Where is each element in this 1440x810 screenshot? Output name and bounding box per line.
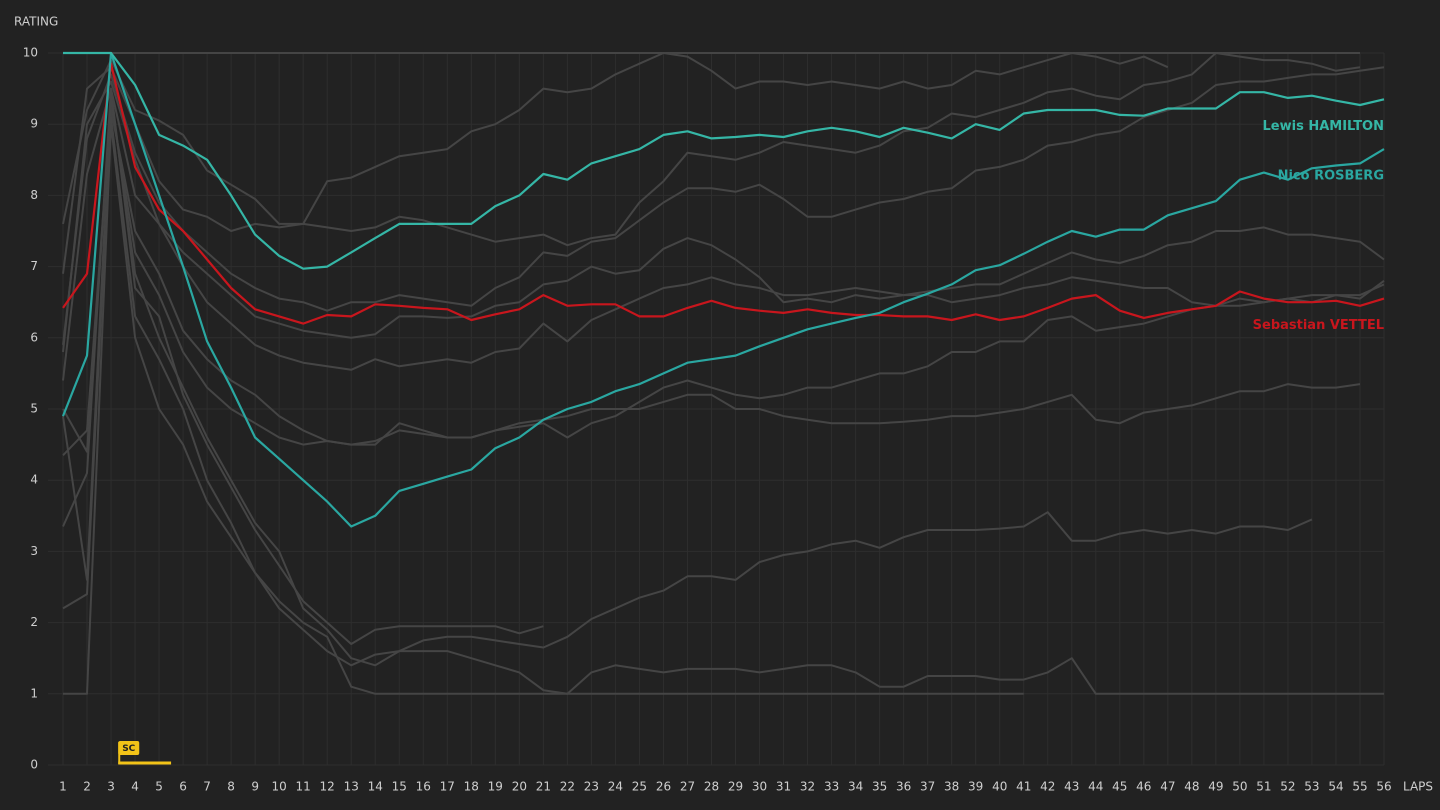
x-tick-label: 47 [1160, 780, 1175, 794]
x-tick-label: 46 [1136, 780, 1151, 794]
y-tick-label: 1 [30, 686, 38, 700]
x-tick-label: 5 [155, 780, 163, 794]
rating-line [62, 80, 1385, 371]
x-tick-label: 31 [776, 780, 791, 794]
x-tick-label: 10 [272, 780, 287, 794]
x-tick-label: 54 [1328, 780, 1343, 794]
x-tick-label: 25 [632, 780, 647, 794]
y-axis-label: RATING [14, 15, 58, 29]
x-tick-label: 13 [344, 780, 359, 794]
x-tick-label: 28 [704, 780, 719, 794]
x-tick-label: 35 [872, 780, 887, 794]
y-tick-label: 4 [30, 473, 38, 487]
x-tick-label: 33 [824, 780, 839, 794]
x-tick-label: 37 [920, 780, 935, 794]
x-tick-label: 11 [296, 780, 311, 794]
x-tick-label: 24 [608, 780, 623, 794]
y-tick-label: 5 [30, 402, 38, 416]
x-tick-label: 49 [1208, 780, 1223, 794]
rating-line [62, 52, 1361, 274]
x-tick-label: 21 [536, 780, 551, 794]
y-tick-label: 10 [23, 46, 38, 60]
x-tick-label: 8 [227, 780, 235, 794]
x-tick-label: 2 [83, 780, 91, 794]
x-tick-label: 29 [728, 780, 743, 794]
x-tick-label: 3 [107, 780, 115, 794]
x-tick-label: 53 [1304, 780, 1319, 794]
x-tick-label: 20 [512, 780, 527, 794]
x-tick-label: 26 [656, 780, 671, 794]
x-tick-label: 32 [800, 780, 815, 794]
driver-line [62, 62, 1385, 325]
rating-line [62, 66, 1385, 346]
x-tick-label: 36 [896, 780, 911, 794]
rating-line [62, 94, 1313, 667]
x-tick-label: 45 [1112, 780, 1127, 794]
driver-line [63, 51, 1385, 270]
x-tick-label: 19 [488, 780, 503, 794]
y-tick-label: 6 [30, 330, 38, 344]
y-tick-label: 3 [30, 544, 38, 558]
x-tick-label: 51 [1256, 780, 1271, 794]
x-tick-label: 50 [1232, 780, 1247, 794]
series-label: Sebastian VETTEL [1253, 318, 1384, 333]
x-tick-label: 44 [1088, 780, 1103, 794]
x-tick-label: 22 [560, 780, 575, 794]
x-tick-label: 1 [59, 780, 67, 794]
x-tick-label: 52 [1280, 780, 1295, 794]
x-tick-label: 15 [392, 780, 407, 794]
rating-line [62, 101, 1361, 453]
y-tick-label: 8 [30, 188, 38, 202]
x-tick-label: 34 [848, 780, 863, 794]
y-tick-label: 7 [30, 259, 38, 273]
driver-line [61, 51, 1385, 528]
rating-line [62, 87, 1385, 381]
x-tick-label: 6 [179, 780, 187, 794]
x-tick-label: 56 [1376, 780, 1391, 794]
x-tick-label: 7 [203, 780, 211, 794]
rating-line [62, 109, 1385, 456]
x-tick-label: 38 [944, 780, 959, 794]
series-label: Lewis HAMILTON [1263, 119, 1384, 134]
x-tick-label: 18 [464, 780, 479, 794]
x-tick-label: 40 [992, 780, 1007, 794]
x-tick-label: 41 [1016, 780, 1031, 794]
rating-line [62, 52, 1169, 225]
x-tick-label: 43 [1064, 780, 1079, 794]
y-tick-label: 0 [30, 758, 38, 772]
series-label: Nico ROSBERG [1278, 169, 1384, 184]
x-tick-label: 30 [752, 780, 767, 794]
y-tick-label: 9 [30, 117, 38, 131]
x-tick-label: 42 [1040, 780, 1055, 794]
x-tick-label: 9 [251, 780, 259, 794]
x-tick-label: 4 [131, 780, 139, 794]
x-axis-label: LAPS [1403, 780, 1433, 794]
safety-car-flag [118, 741, 140, 755]
x-tick-label: 14 [368, 780, 383, 794]
x-tick-label: 39 [968, 780, 983, 794]
x-tick-label: 12 [320, 780, 335, 794]
x-tick-label: 23 [584, 780, 599, 794]
y-tick-label: 2 [30, 615, 38, 629]
x-tick-label: 48 [1184, 780, 1199, 794]
x-tick-label: 17 [440, 780, 455, 794]
rating-line [63, 123, 1024, 695]
x-tick-label: 55 [1352, 780, 1367, 794]
x-tick-label: 27 [680, 780, 695, 794]
x-tick-label: 16 [416, 780, 431, 794]
safety-car-label: SC [122, 744, 135, 754]
rating-line [62, 116, 1384, 695]
